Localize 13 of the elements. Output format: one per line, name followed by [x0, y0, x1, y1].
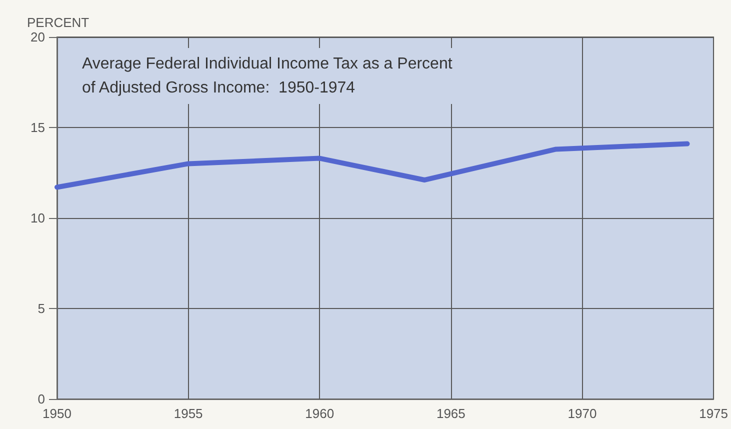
x-tick-label: 1955 — [174, 406, 203, 421]
y-tick-label: 10 — [30, 210, 45, 226]
x-tick-label: 1975 — [699, 406, 728, 421]
text: Average Federal Individual Income Tax as a Percent of Adjusted Gross Income: 1950-1974 — [82, 56, 453, 96]
y-axis-title: PERCENT — [27, 15, 90, 30]
y-tick-label: 0 — [38, 392, 45, 406]
y-tick-label: 5 — [38, 301, 45, 316]
x-tick-label: 1950 — [42, 406, 72, 421]
y-tick-label: 15 — [30, 120, 45, 135]
y-tick-label: 20 — [30, 30, 45, 44]
x-tick-label: 1960 — [305, 406, 334, 421]
x-tick-label: 1965 — [436, 406, 466, 421]
x-tick-label: 1970 — [568, 406, 597, 421]
